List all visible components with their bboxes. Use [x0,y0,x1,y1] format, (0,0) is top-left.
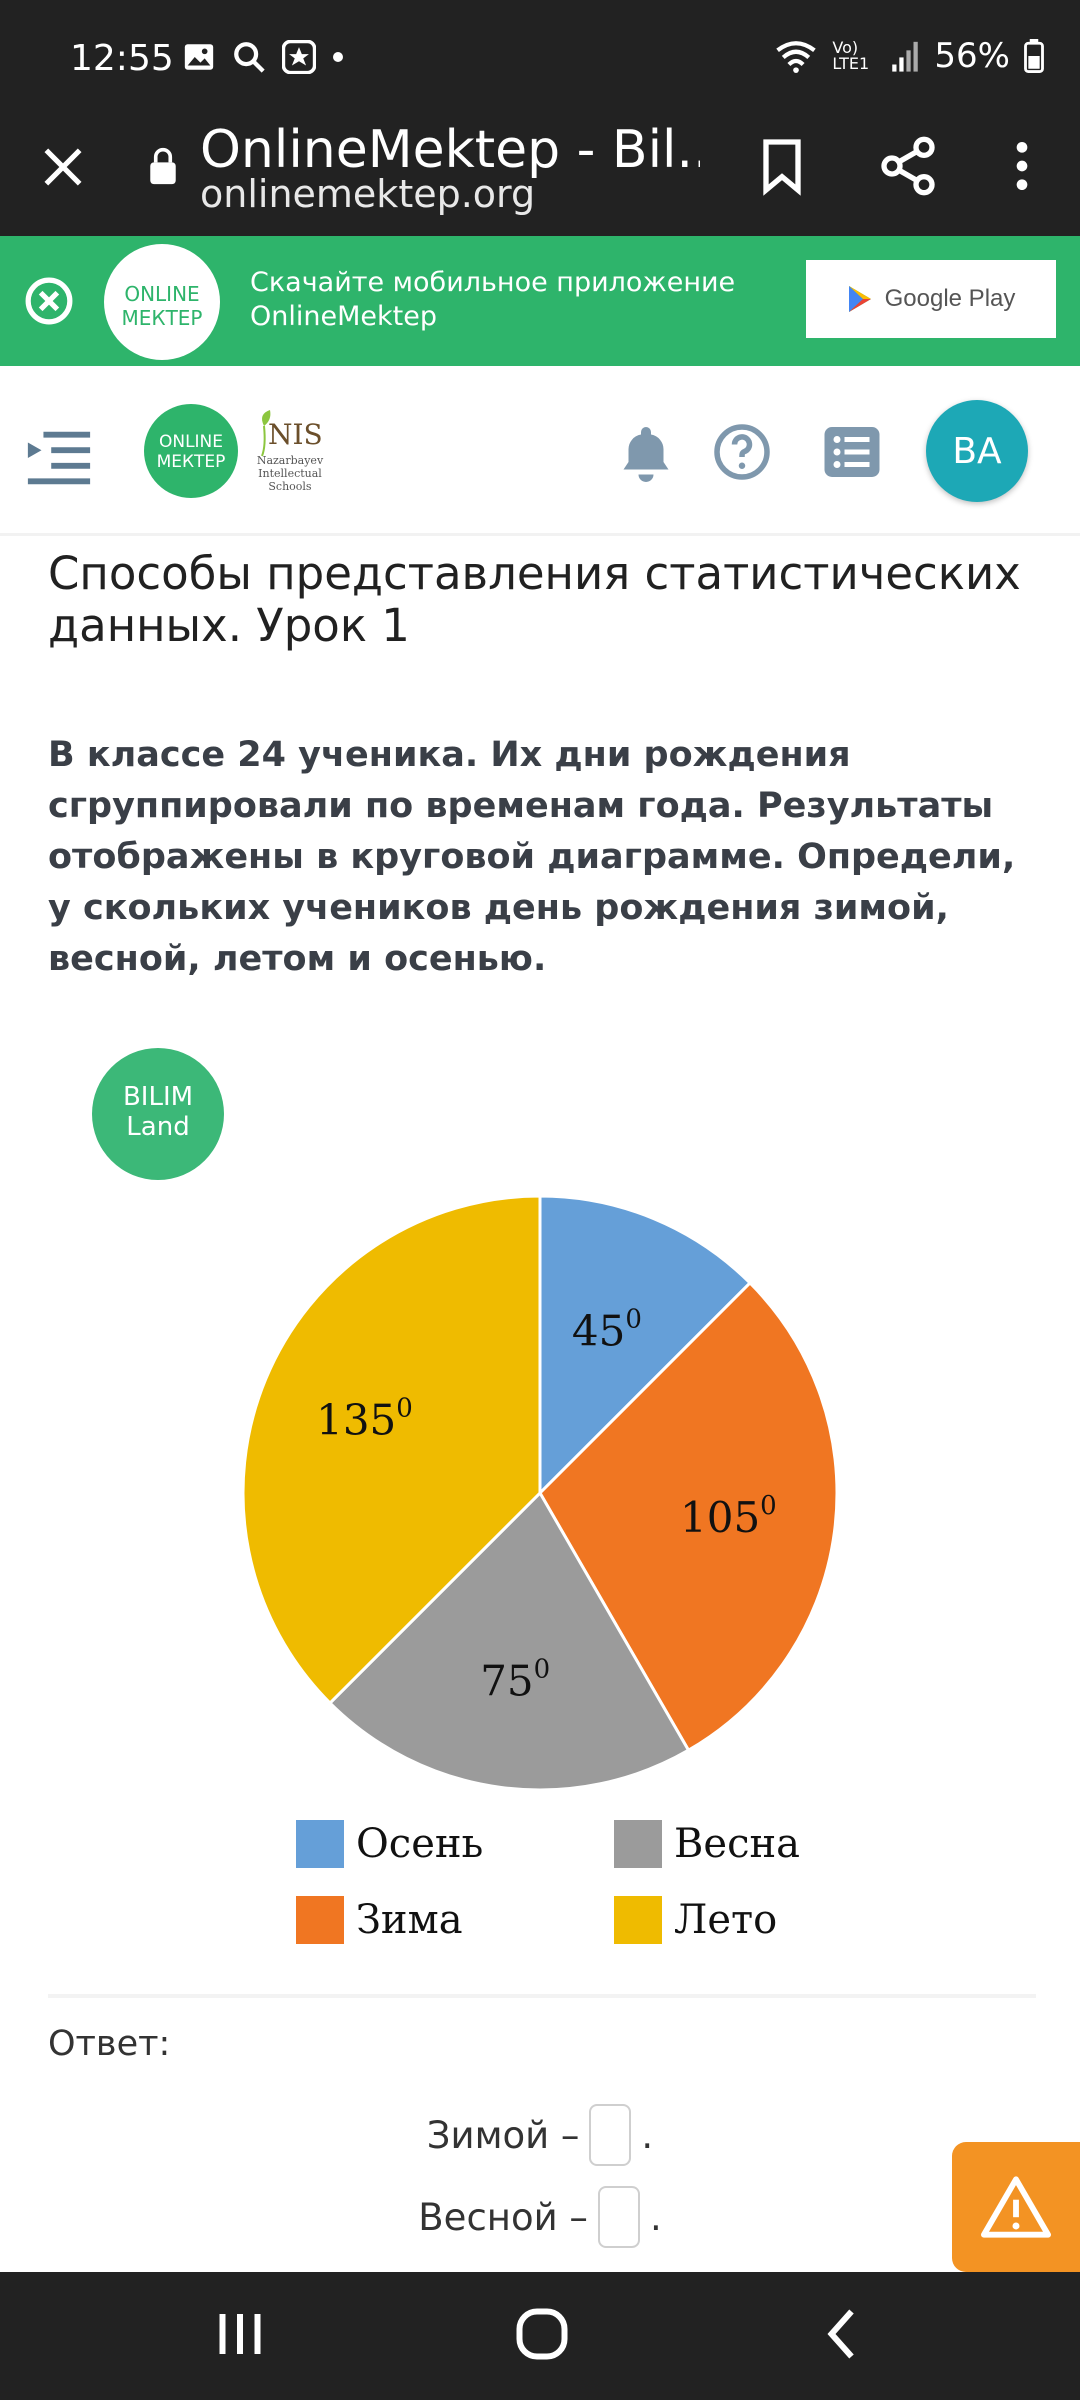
legend-swatch [614,1896,662,1944]
legend-item: Весна [614,1820,800,1868]
onlinemektep-logo[interactable]: ONLINE МЕКТЕР [144,404,238,498]
answer-label: Ответ: [48,2024,171,2064]
share-icon[interactable] [876,134,940,198]
image-icon [184,44,214,70]
lock-icon [150,147,176,185]
help-icon[interactable] [712,422,772,482]
pie-slice-label-1: 450 [572,1305,642,1356]
legend-label: Осень [356,1821,484,1867]
back-icon[interactable] [814,2304,874,2364]
degree-superscript: 0 [534,1654,551,1684]
signal-icon [892,41,919,72]
bilimland-logo: BILIM Land [92,1048,224,1180]
url-text[interactable]: onlinemektep.org [200,172,536,216]
warning-icon [981,2176,1051,2238]
more-vert-icon[interactable] [990,134,1054,198]
status-bar: 12:55 Vo) LTE1 56% [0,0,1080,120]
banner-close-icon[interactable] [24,276,74,326]
list-icon[interactable] [822,422,882,482]
report-problem-button[interactable] [952,2142,1080,2272]
star-badge-icon [282,40,316,74]
user-avatar[interactable]: BA [926,400,1028,502]
page-title: Способы представления статистических дан… [48,547,1021,652]
degree-superscript: 0 [760,1491,777,1521]
answer-spring-suffix: . [649,2195,662,2239]
legend-swatch [296,1820,344,1868]
wifi-icon [776,41,817,73]
battery-percent: 56% [934,36,1010,76]
answer-spring-input[interactable] [597,2186,640,2248]
legend-label: Зима [356,1897,463,1943]
legend-item: Осень [296,1820,483,1868]
answer-winter-label: Зимой – [426,2113,580,2157]
app-header: ONLINE МЕКТЕР NIS Nazarbayev Intellectua… [0,366,1080,536]
pie-slice-1 [538,1194,753,1497]
status-time: 12:55 [70,38,174,79]
pie-slice-4 [241,1194,542,1706]
nis-logo-subtitle: Nazarbayev Intellectual Schools [256,454,324,493]
recent-apps-icon[interactable] [210,2304,270,2364]
degree-superscript: 0 [396,1393,413,1423]
banner-text: Скачайте мобильное приложение OnlineMekt… [250,267,736,332]
system-nav-bar [0,2272,1080,2400]
app-download-banner: ONLINE МЕКТЕР Скачайте мобильное приложе… [0,236,1080,366]
chart-legend: Осень Весна Зима Лето [296,1820,856,1980]
nis-leaf-icon [261,410,271,457]
answer-row-winter: Зимой – . [0,2104,1080,2166]
answer-winter-suffix: . [641,2113,654,2157]
battery-icon [1024,39,1044,73]
question-text: В классе 24 ученика. Их дни рождения сгр… [48,735,1016,979]
legend-label: Весна [674,1821,800,1867]
legend-swatch [296,1896,344,1944]
dot-icon [333,52,343,62]
bookmark-icon[interactable] [750,134,814,198]
home-icon[interactable] [512,2304,572,2364]
legend-swatch [614,1820,662,1868]
degree-superscript: 0 [625,1305,642,1335]
banner-logo: ONLINE МЕКТЕР [104,244,220,360]
menu-icon[interactable] [24,428,94,488]
page-tab-title[interactable]: OnlineMektep - Bil... [200,120,700,180]
nis-logo-text: NIS [268,418,323,451]
pie-slice-2 [538,1280,839,1753]
bell-icon[interactable] [616,422,676,482]
legend-label: Лето [674,1897,778,1943]
browser-toolbar: OnlineMektep - Bil... onlinemektep.org [0,120,1080,236]
network-label: Vo) LTE1 [832,38,870,73]
google-play-button[interactable]: Google Play [806,260,1056,338]
legend-item: Лето [614,1896,777,1944]
section-divider [48,1994,1036,1998]
legend-item: Зима [296,1896,463,1944]
google-play-icon [848,286,871,312]
answer-spring-label: Весной – [418,2195,588,2239]
search-icon [234,42,265,73]
close-icon[interactable] [38,142,88,192]
answer-row-spring: Весной – . [0,2186,1080,2248]
answer-winter-input[interactable] [589,2104,632,2166]
pie-slice-3 [327,1490,691,1792]
